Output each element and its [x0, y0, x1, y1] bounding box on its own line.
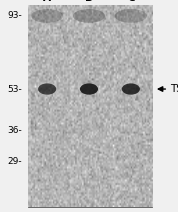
Ellipse shape — [73, 9, 105, 23]
Text: B: B — [85, 0, 93, 3]
Text: 93-: 93- — [7, 11, 22, 20]
Text: C: C — [127, 0, 135, 3]
Text: 29-: 29- — [8, 157, 22, 166]
Text: A: A — [43, 0, 51, 3]
Ellipse shape — [122, 83, 140, 95]
Text: TSLP-R: TSLP-R — [170, 84, 178, 94]
Text: 36-: 36- — [7, 126, 22, 135]
Ellipse shape — [80, 83, 98, 95]
Bar — [28, 5, 152, 207]
Ellipse shape — [38, 83, 56, 95]
Text: 53-: 53- — [7, 85, 22, 93]
Ellipse shape — [115, 9, 147, 23]
Ellipse shape — [31, 9, 63, 23]
